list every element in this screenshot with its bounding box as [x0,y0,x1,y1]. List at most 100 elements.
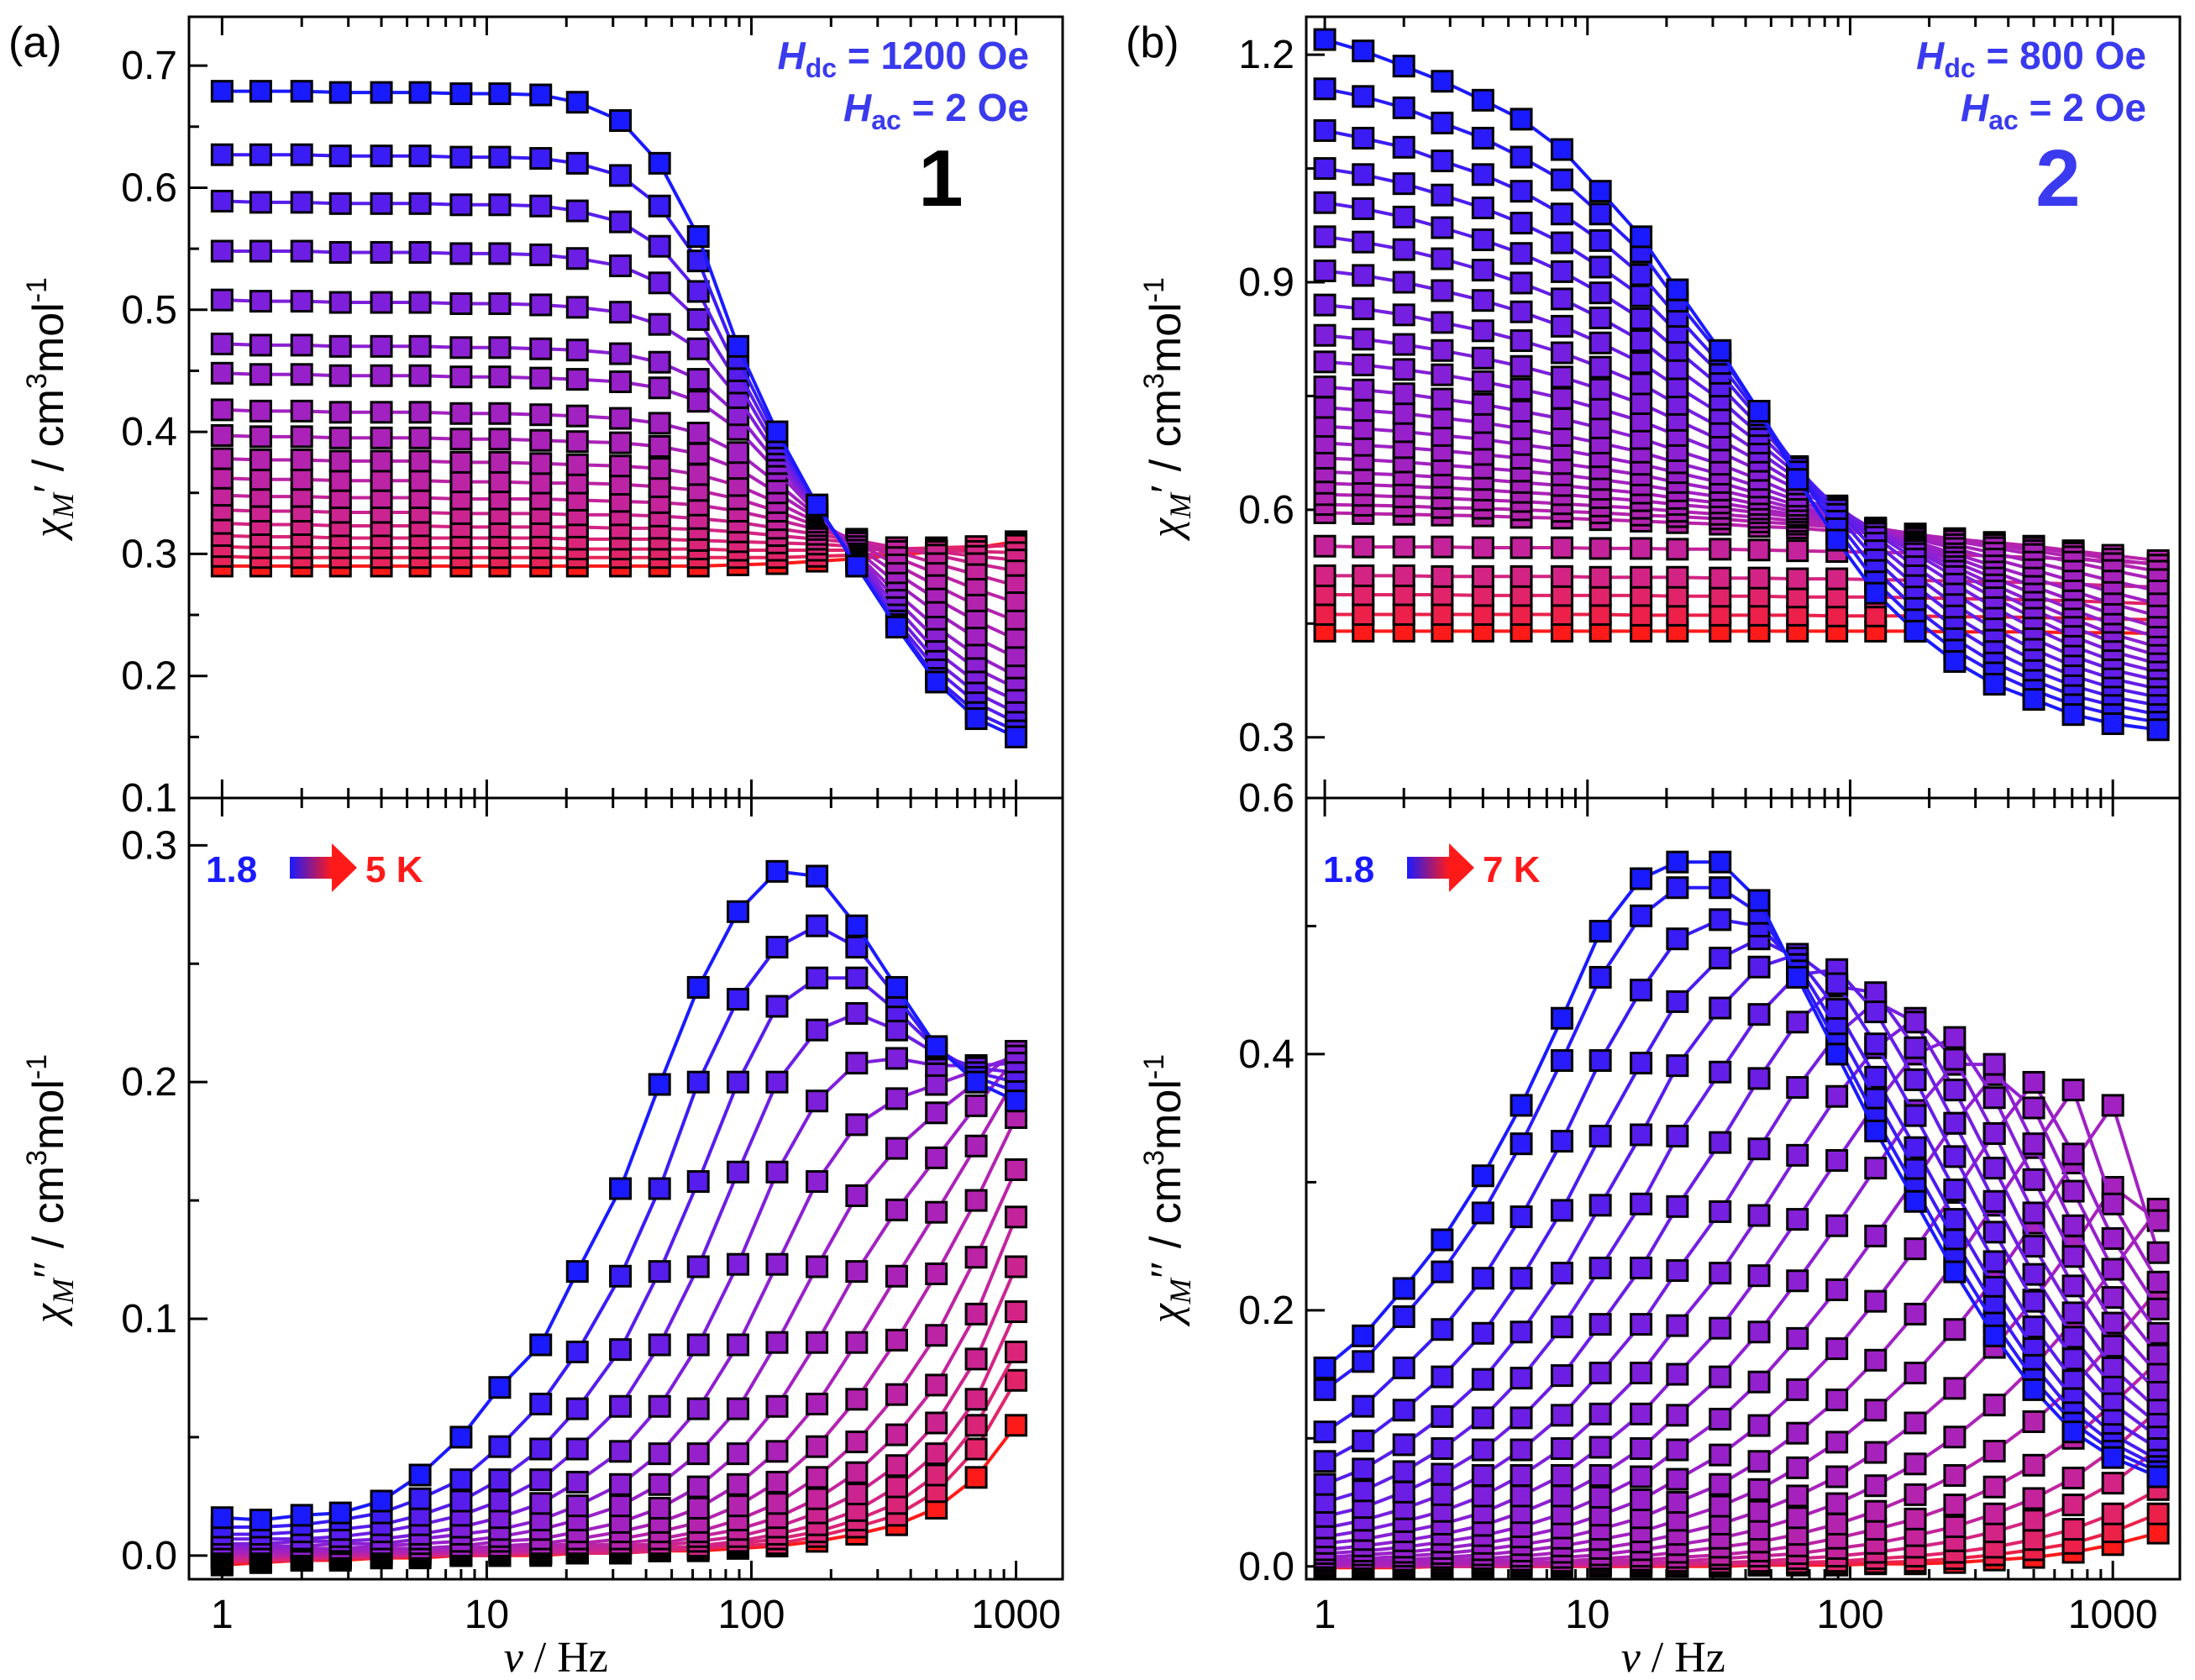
data-point [370,469,393,492]
data-point [1550,168,1573,192]
data-point [290,333,313,357]
data-point [845,1001,869,1025]
y-axis-superscript: 3 [21,1150,53,1166]
data-point [1550,1315,1573,1339]
data-point [408,426,432,449]
data-point [1943,1515,1967,1538]
data-point [1431,216,1454,239]
series-line [1325,1184,2160,1566]
field-subscript: ac [871,105,901,135]
data-point [1510,271,1533,295]
data-point [2146,1502,2170,1525]
data-point [1982,673,2006,696]
data-point [1982,1250,2006,1273]
data-point [1471,1464,1494,1488]
data-point [925,1146,948,1169]
legend-arrow-icon [332,843,357,892]
data-point [845,1184,869,1207]
data-point [609,1338,633,1362]
data-point [2022,1168,2045,1191]
y-tick-label: 0.6 [1238,776,1294,821]
data-point [1392,1433,1415,1457]
data-point [488,428,512,451]
data-point [2146,1343,2170,1367]
data-point [290,1504,313,1527]
data-point [1471,163,1494,186]
data-point [1588,1464,1612,1488]
data-point [806,1487,829,1510]
data-point [328,240,352,264]
data-point [2101,1356,2124,1379]
data-point [408,364,432,387]
data-point [1630,603,1653,627]
data-point [1666,990,1689,1013]
data-point [2022,1235,2045,1258]
data-point [1352,417,1375,440]
data-point [1471,536,1494,559]
data-point [1431,70,1454,93]
data-point [565,1260,589,1284]
data-point [609,254,633,277]
data-point [765,995,789,1018]
data-point [328,401,352,424]
data-point [1471,1406,1494,1430]
data-point [1392,358,1415,381]
data-point [529,1333,553,1357]
data-point [1352,85,1375,108]
data-point [565,1494,589,1518]
x-tick-label: 1 [211,1593,234,1637]
field-annotation: Hdc = 1200 Oe [778,34,1029,83]
series-line [1324,360,2159,658]
data-point [1943,649,1967,673]
data-point [1588,397,1612,421]
data-point [1550,365,1573,389]
data-point [925,1035,948,1058]
data-point [1786,1076,1809,1100]
data-point [565,1437,589,1461]
data-point [1471,1438,1494,1462]
data-point [1786,1269,1809,1293]
data-point [1550,231,1573,255]
data-point [1747,1137,1771,1161]
data-point [1313,323,1336,347]
data-point [1510,584,1533,607]
x-axis-unit: / Hz [523,1634,608,1680]
data-point [806,1255,829,1278]
data-point [2061,1467,2085,1490]
data-point [2022,1453,2045,1477]
data-point [290,399,313,423]
series-line [1325,502,2159,567]
y-axis-superscript: 3 [1138,1150,1170,1166]
data-point [1709,339,1732,362]
data-point [1825,567,1849,591]
data-point [648,412,671,435]
data-point [765,859,789,883]
data-point [1943,1425,1967,1449]
data-point [1471,1368,1494,1391]
data-point [1550,1436,1573,1460]
data-point [1666,538,1689,561]
data-point [249,363,272,386]
data-point [2101,1286,2124,1310]
data-point [885,1423,908,1446]
data-point [1313,583,1336,606]
data-point [1588,965,1612,989]
data-point [449,336,473,360]
data-point [845,1052,869,1075]
x-tick-label: 10 [1565,1593,1609,1637]
data-point [1630,565,1653,589]
data-point [2022,1410,2045,1433]
data-point [1630,225,1653,249]
data-point [249,290,272,313]
data-point [1392,135,1415,159]
data-point [2061,1179,2085,1203]
data-point [609,210,633,234]
data-point [2146,1241,2170,1264]
y-axis-symbol: χ [25,1303,73,1327]
data-point [370,426,393,449]
data-point [1392,55,1415,78]
data-point [1352,39,1375,63]
data-point [1313,28,1336,51]
data-point [1352,328,1375,351]
data-point [1471,370,1494,393]
